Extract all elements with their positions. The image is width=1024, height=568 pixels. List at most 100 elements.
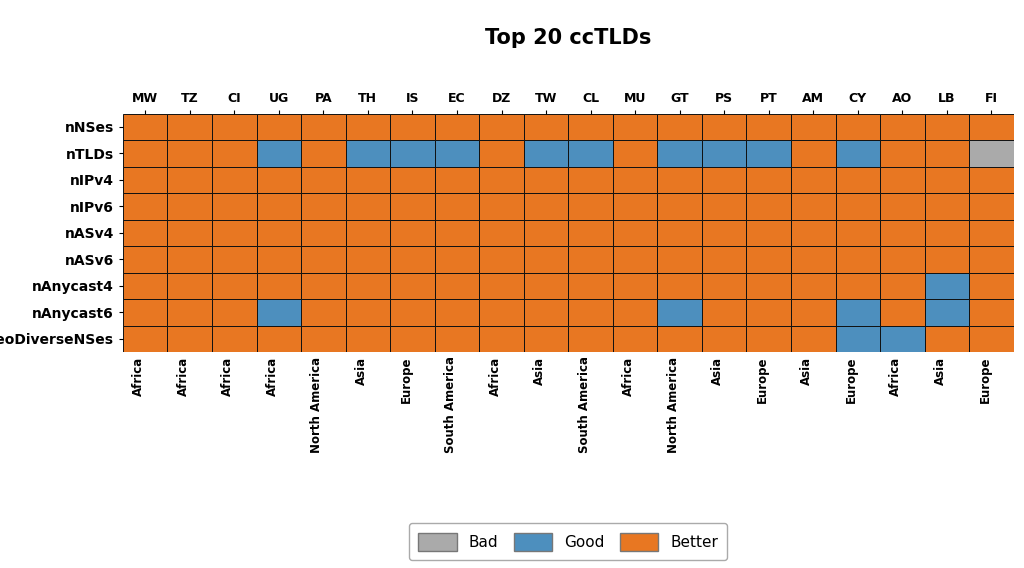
Bar [881, 140, 925, 166]
Bar [390, 166, 434, 193]
Bar [479, 193, 524, 220]
Bar [346, 325, 390, 352]
Bar [212, 140, 256, 166]
Bar [123, 166, 168, 193]
Bar [524, 166, 568, 193]
Bar [657, 114, 702, 140]
Bar [301, 273, 346, 299]
Bar [612, 193, 657, 220]
Bar [168, 114, 212, 140]
Bar [346, 220, 390, 246]
Bar [212, 114, 256, 140]
Bar [792, 114, 836, 140]
Bar [836, 220, 881, 246]
Bar [792, 273, 836, 299]
Bar [168, 220, 212, 246]
Bar [256, 273, 301, 299]
Bar [657, 220, 702, 246]
Bar [123, 299, 168, 325]
Text: Europe: Europe [979, 357, 991, 403]
Bar [657, 166, 702, 193]
Bar [836, 273, 881, 299]
Bar [970, 193, 1014, 220]
Bar [435, 166, 479, 193]
Bar [168, 299, 212, 325]
Bar [970, 114, 1014, 140]
Bar [792, 140, 836, 166]
Text: Africa: Africa [177, 357, 189, 396]
Bar [568, 114, 612, 140]
Text: Africa: Africa [623, 357, 635, 396]
Bar [925, 140, 969, 166]
Bar [612, 220, 657, 246]
Bar [836, 140, 881, 166]
Bar [346, 299, 390, 325]
Legend: Bad, Good, Better: Bad, Good, Better [410, 523, 727, 561]
Bar [301, 140, 346, 166]
Bar [792, 166, 836, 193]
Bar [568, 140, 612, 166]
Bar [836, 246, 881, 273]
Bar [881, 246, 925, 273]
Bar [479, 273, 524, 299]
Bar [836, 166, 881, 193]
Bar [256, 114, 301, 140]
Bar [702, 140, 746, 166]
Bar [301, 325, 346, 352]
Bar [970, 273, 1014, 299]
Bar [435, 299, 479, 325]
Bar [657, 273, 702, 299]
Text: Europe: Europe [399, 357, 413, 403]
Bar [123, 273, 168, 299]
Bar [746, 166, 792, 193]
Bar [390, 114, 434, 140]
Bar [702, 273, 746, 299]
Bar [568, 193, 612, 220]
Bar [568, 299, 612, 325]
Bar [212, 273, 256, 299]
Bar [970, 299, 1014, 325]
Bar [390, 193, 434, 220]
Bar [524, 140, 568, 166]
Bar [346, 273, 390, 299]
Bar [479, 299, 524, 325]
Bar [524, 273, 568, 299]
Bar [568, 325, 612, 352]
Bar [479, 166, 524, 193]
Text: Asia: Asia [934, 357, 947, 385]
Bar [301, 193, 346, 220]
Bar [881, 166, 925, 193]
Bar [792, 325, 836, 352]
Bar [123, 114, 168, 140]
Bar [881, 325, 925, 352]
Bar [479, 325, 524, 352]
Text: Africa: Africa [890, 357, 902, 396]
Bar [746, 220, 792, 246]
Bar [746, 325, 792, 352]
Bar [568, 166, 612, 193]
Bar [746, 140, 792, 166]
Bar [479, 140, 524, 166]
Bar [256, 140, 301, 166]
Bar [657, 140, 702, 166]
Bar [435, 325, 479, 352]
Bar [702, 114, 746, 140]
Bar [168, 193, 212, 220]
Bar [746, 299, 792, 325]
Bar [702, 193, 746, 220]
Bar [212, 325, 256, 352]
Bar [212, 246, 256, 273]
Bar [925, 166, 969, 193]
Bar [792, 220, 836, 246]
Bar [346, 166, 390, 193]
Bar [346, 140, 390, 166]
Bar [435, 114, 479, 140]
Bar [612, 325, 657, 352]
Bar [479, 246, 524, 273]
Bar [123, 220, 168, 246]
Text: South America: South America [578, 357, 591, 453]
Text: North America: North America [667, 357, 680, 453]
Bar [435, 193, 479, 220]
Bar [792, 299, 836, 325]
Bar [657, 299, 702, 325]
